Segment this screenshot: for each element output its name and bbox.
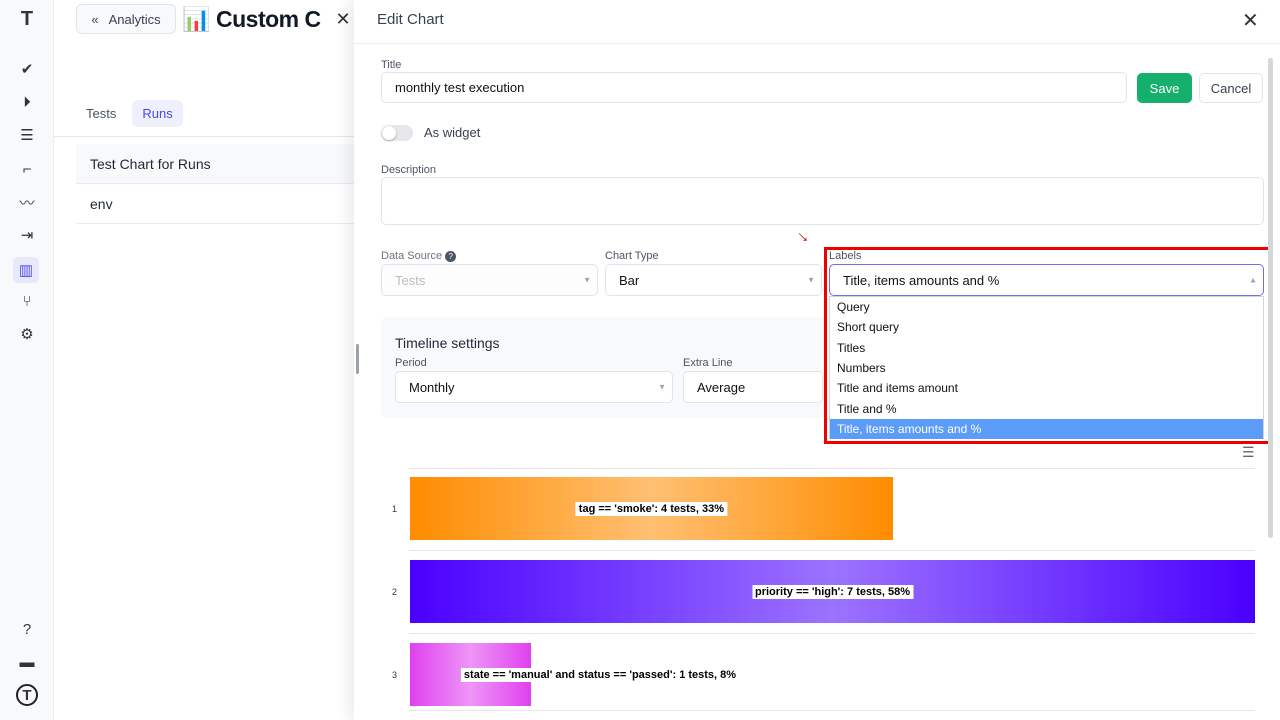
pulse-icon[interactable]: 〰: [19, 194, 35, 212]
labels-option[interactable]: Short query: [837, 320, 900, 335]
timeline-title: Timeline settings: [395, 335, 500, 351]
help-icon: ?: [445, 251, 457, 262]
labels-option[interactable]: Titles: [837, 340, 866, 355]
gridline: [409, 468, 1255, 469]
chart-menu-icon[interactable]: ☰: [1242, 444, 1255, 460]
extra-line-select[interactable]: Average: [683, 371, 823, 403]
save-button[interactable]: Save: [1137, 73, 1192, 103]
caret-down-icon: ▼: [583, 275, 591, 285]
list-item[interactable]: Test Chart for Runs: [76, 144, 354, 184]
chart-type-select[interactable]: Bar ▼: [605, 264, 822, 296]
period-label: Period: [395, 357, 427, 369]
timeline-settings: Timeline settings Period Monthly ▼ Extra …: [381, 317, 826, 418]
labels-option[interactable]: Title and %: [837, 401, 897, 416]
steps-icon[interactable]: ⌐: [22, 160, 32, 178]
checklist-icon[interactable]: ☰: [20, 127, 34, 144]
tab-tests[interactable]: Tests: [86, 106, 117, 121]
caret-up-icon: ▲: [1249, 275, 1257, 285]
period-select[interactable]: Monthly ▼: [395, 371, 673, 403]
chart-type-label: Chart Type: [605, 250, 659, 262]
category-label: 2: [392, 587, 398, 597]
description-label: Description: [381, 164, 437, 176]
scrollbar[interactable]: [1268, 58, 1273, 538]
title-input[interactable]: monthly test execution: [381, 72, 1127, 103]
category-label: 1: [392, 504, 398, 514]
caret-down-icon: ▼: [658, 382, 666, 392]
caret-down-icon: ▼: [807, 275, 815, 285]
labels-option[interactable]: Numbers: [837, 361, 886, 376]
panel-title: Edit Chart: [377, 11, 444, 28]
title-value: monthly test execution: [395, 80, 525, 95]
highlight-box: [824, 247, 1271, 444]
gridline: [409, 710, 1255, 711]
divider: [54, 136, 354, 137]
close-icon[interactable]: ✕: [1242, 10, 1259, 32]
check-icon[interactable]: ✔: [20, 61, 34, 78]
category-label: 3: [392, 670, 398, 680]
profile-icon[interactable]: T: [16, 684, 38, 706]
labels-label: Labels: [829, 250, 862, 262]
as-widget-label: As widget: [424, 125, 481, 140]
gridline: [409, 633, 1255, 634]
help-icon[interactable]: ?: [22, 620, 32, 638]
page-title: 📊 Custom C: [182, 6, 321, 32]
list-item[interactable]: env: [76, 184, 354, 224]
folder-icon[interactable]: ▬: [19, 653, 35, 671]
labels-option[interactable]: Query: [837, 300, 870, 315]
logo-icon: T: [20, 7, 34, 30]
labels-option[interactable]: Title, items amounts and %: [830, 418, 1263, 440]
double-chevron-left-icon: «: [91, 11, 99, 27]
labels-select[interactable]: Title, items amounts and % ▲: [829, 264, 1264, 296]
tab-runs[interactable]: Runs: [132, 100, 183, 127]
bar[interactable]: tag == 'smoke': 4 tests, 33%: [410, 477, 893, 540]
close-icon[interactable]: ✕: [332, 4, 354, 34]
as-widget-toggle[interactable]: [381, 125, 413, 141]
bar[interactable]: priority == 'high': 7 tests, 58%: [410, 560, 1255, 623]
labels-option[interactable]: Title and items amount: [837, 381, 958, 396]
import-icon[interactable]: ⇥: [20, 227, 34, 244]
back-label: Analytics: [108, 11, 161, 27]
bar[interactable]: state == 'manual' and status == 'passed'…: [410, 643, 740, 706]
analytics-icon[interactable]: ▥: [13, 257, 39, 283]
back-to-analytics-button[interactable]: « Analytics: [76, 4, 176, 34]
sidebar: T ✔ ⏵ ☰ ⌐ 〰 ⇥ ▥ ⑂ ⚙? ▬ T: [0, 0, 54, 720]
background-page: « Analytics 📊 Custom C ✕ Tests Runs Test …: [54, 0, 354, 720]
gear-icon[interactable]: ⚙: [20, 326, 34, 343]
branch-icon[interactable]: ⑂: [22, 292, 32, 310]
arrow-icon: →: [791, 221, 819, 249]
data-source-label: Data Source ?: [381, 250, 457, 262]
bar-label: state == 'manual' and status == 'passed'…: [460, 667, 740, 682]
description-textarea[interactable]: [381, 177, 1264, 225]
title-label: Title: [381, 59, 402, 71]
play-circle-icon[interactable]: ⏵: [23, 93, 31, 111]
cancel-button[interactable]: Cancel: [1199, 73, 1263, 103]
bar-label: tag == 'smoke': 4 tests, 33%: [575, 501, 728, 516]
bar-chart: ☰ tag == 'smoke': 4 tests, 33% 1 priority …: [354, 440, 1280, 720]
edit-chart-panel: Edit Chart ✕ Title monthly test executio…: [354, 0, 1280, 720]
gridline: [409, 550, 1255, 551]
extra-line-label: Extra Line: [683, 357, 733, 369]
resize-handle[interactable]: [356, 344, 359, 374]
labels-dropdown: Query Short query Titles Numbers Title and i…: [829, 296, 1264, 440]
bar-label: priority == 'high': 7 tests, 58%: [752, 584, 913, 599]
divider: [354, 43, 1280, 44]
data-source-select[interactable]: Tests ▼: [381, 264, 598, 296]
